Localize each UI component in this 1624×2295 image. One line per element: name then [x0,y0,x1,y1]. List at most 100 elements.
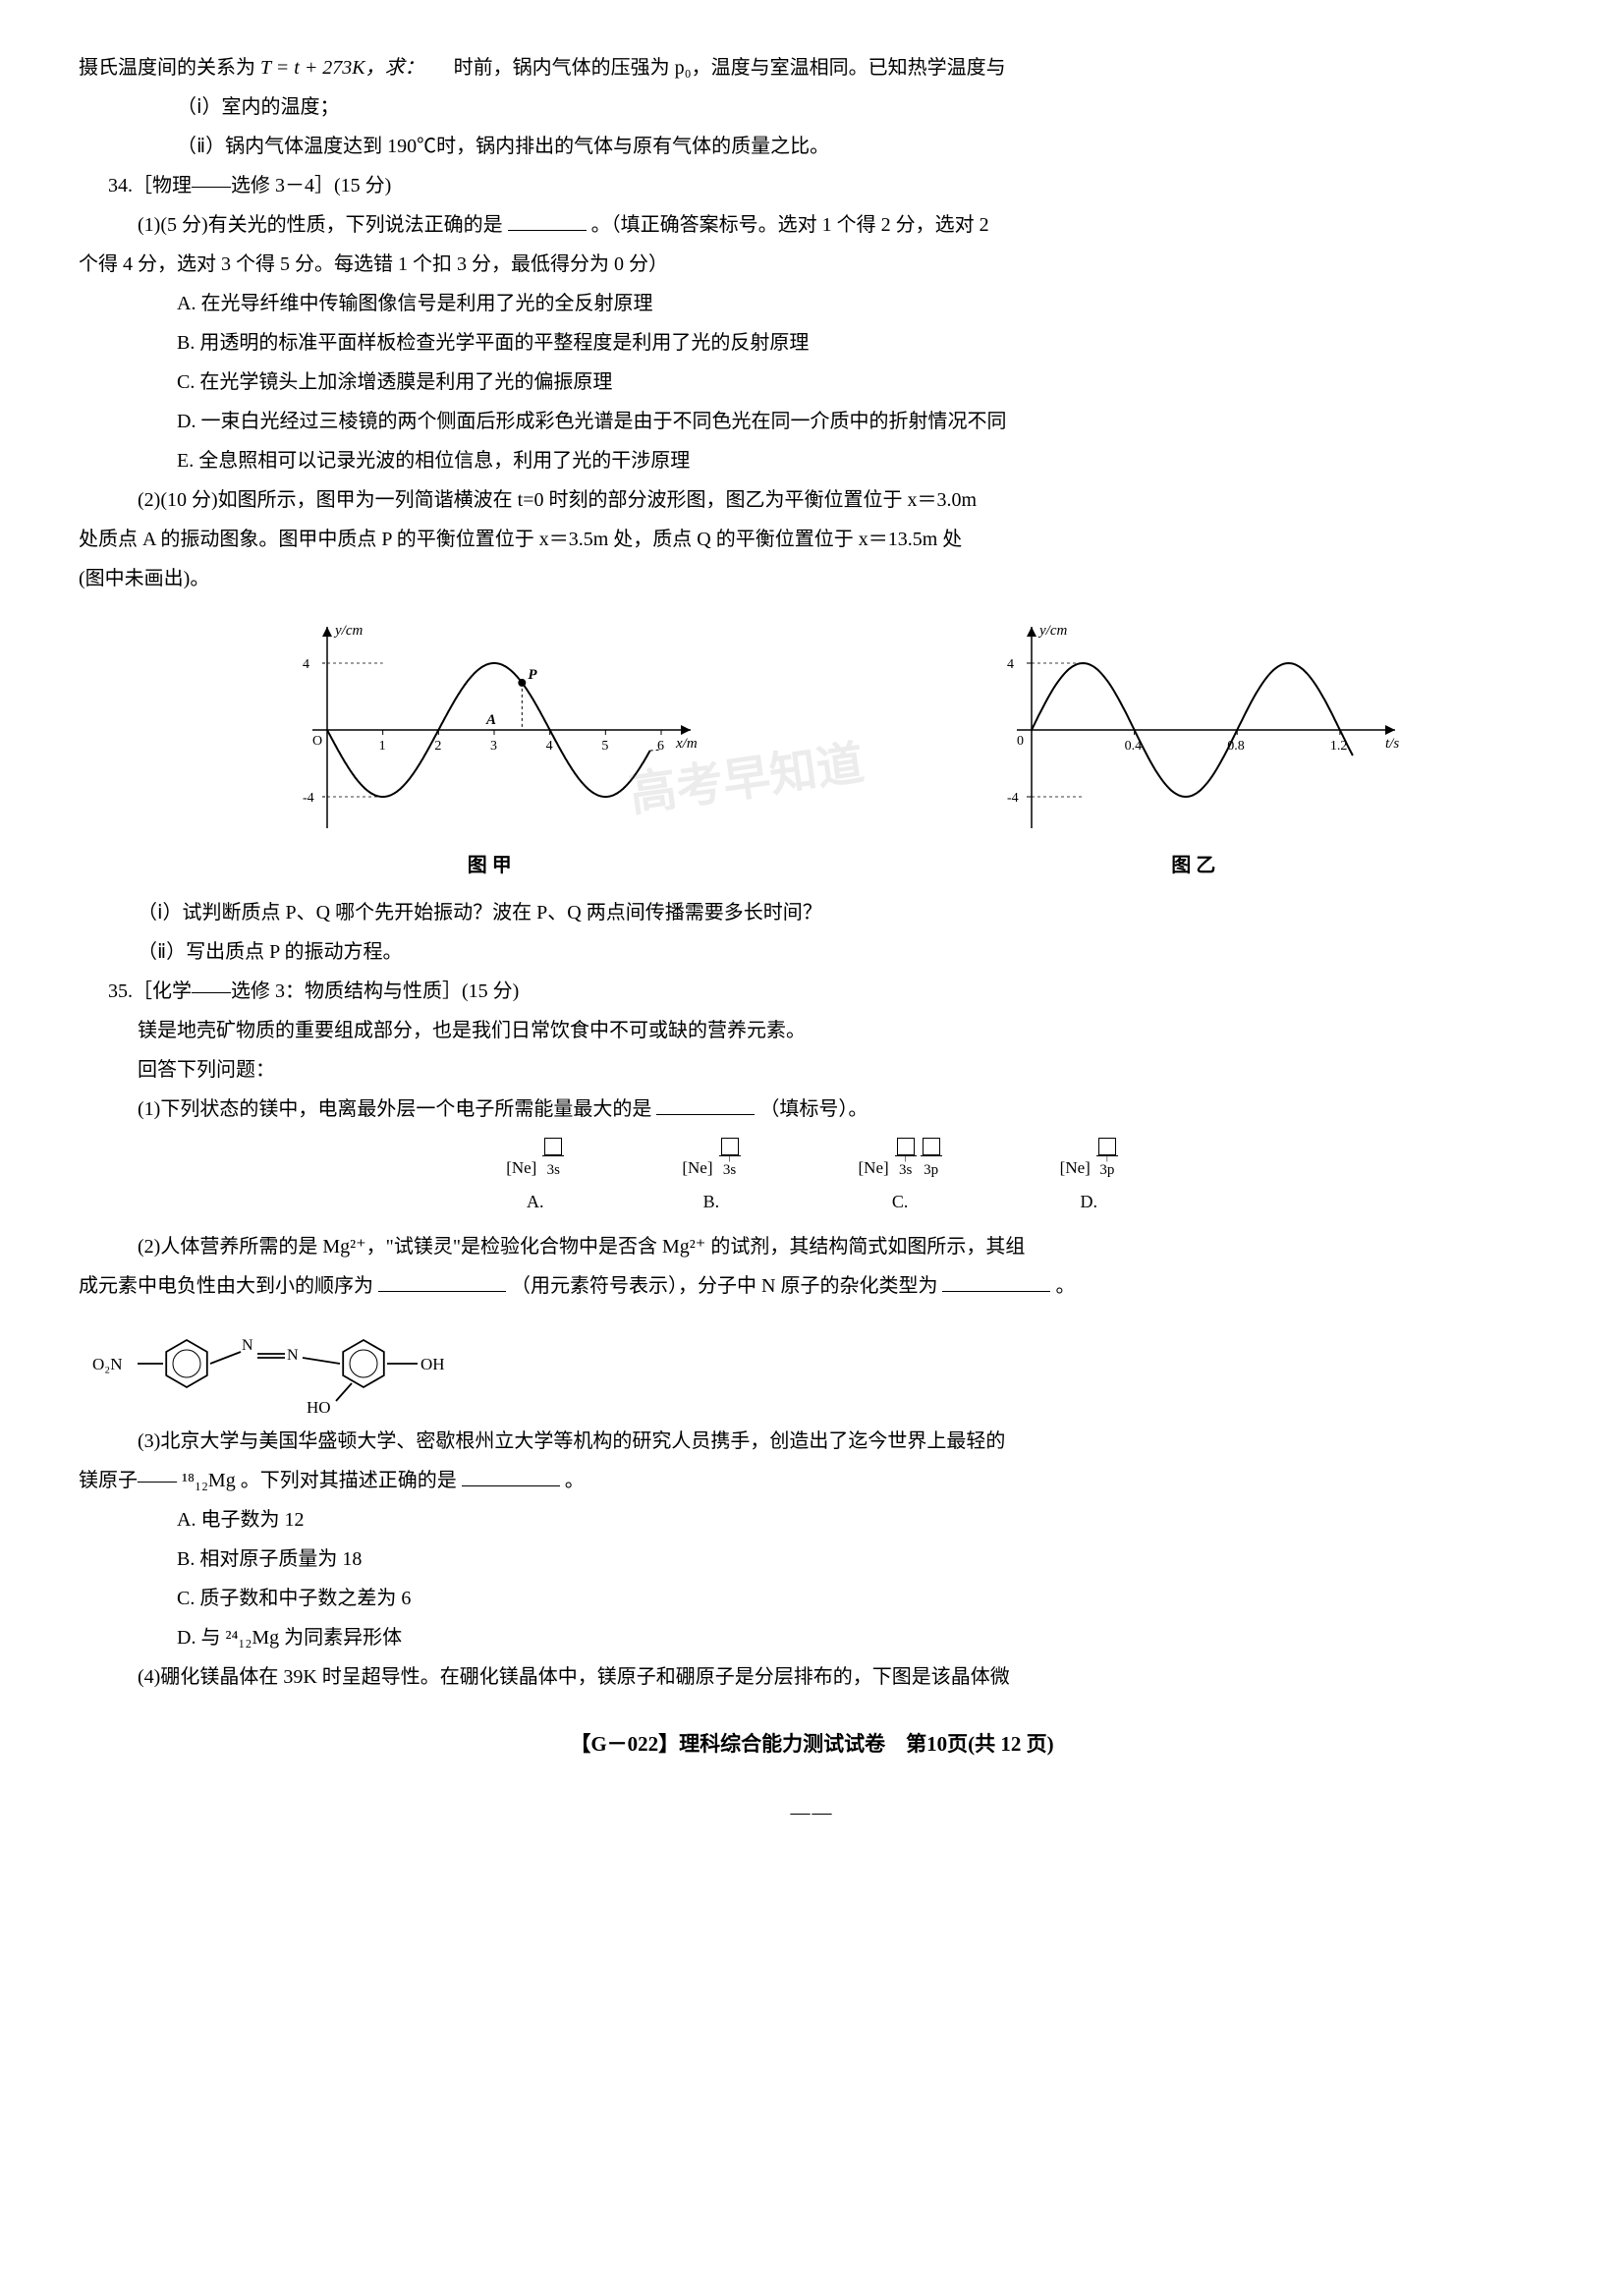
svg-text:-4: -4 [303,791,314,806]
q35-3D-b: 为同素异形体 [284,1627,402,1649]
q34-p2a: (2)(10 分)如图所示，图甲为一列简谐横波在 t=0 时刻的部分波形图，图乙… [79,481,1545,519]
svg-text:N: N [287,1347,299,1364]
q35-p4: (4)硼化镁晶体在 39K 时呈超导性。在硼化镁晶体中，镁原子和硼原子是分层排布… [79,1658,1545,1696]
q34-i: （ⅰ）试判断质点 P、Q 哪个先开始振动？波在 P、Q 两点间传播需要多长时间？ [79,894,1545,931]
svg-text:N: N [242,1337,253,1354]
svg-text:5: 5 [602,739,609,754]
pre-l1b: T = t + 273K，求： [260,57,424,79]
q35-head: 35.［化学——选修 3：物质结构与性质］(15 分) [79,973,1545,1010]
svg-text:1: 1 [379,739,386,754]
svg-text:t/s: t/s [1385,736,1399,752]
q34-optA: A. 在光导纤维中传输图像信号是利用了光的全反射原理 [79,285,1545,322]
q35-p2d: 。 [1055,1275,1075,1297]
svg-text:OH: OH [420,1355,445,1373]
q35-p3b-b: 。下列对其描述正确的是 [241,1470,457,1491]
svg-text:A: A [485,712,496,728]
q35-p2b: 成元素中电负性由大到小的顺序为 [79,1275,373,1297]
q35-intro1: 镁是地壳矿物质的重要组成部分，也是我们日常饮食中不可或缺的营养元素。 [79,1012,1545,1049]
chart-a-caption: 图 甲 [273,847,705,884]
q35-p1b: （填标号）。 [759,1098,868,1120]
config-A: [Ne] 3s A. [506,1138,564,1218]
q35-p3b: 镁原子—— ¹⁸₁₂Mg 。下列对其描述正确的是 。 [79,1462,1545,1499]
q34-optE: E. 全息照相可以记录光波的相位信息，利用了光的干涉原理 [79,442,1545,479]
q35-p3b-a: 镁原子—— [79,1470,177,1491]
svg-text:O: O [312,734,322,749]
q34-optD: D. 一束白光经过三棱镜的两个侧面后形成彩色光谱是由于不同色光在同一介质中的折射… [79,403,1545,440]
q35-3D-a: D. 与 [177,1627,220,1649]
ne-C: [Ne] [859,1152,889,1184]
q34-p1a: (1)(5 分)有关光的性质，下列说法正确的是 [138,214,503,236]
pre-line-2: （ⅰ）室内的温度； [79,88,1545,126]
q34-optC: C. 在光学镜头上加涂增透膜是利用了光的偏振原理 [79,364,1545,401]
q35-3D: D. 与 ²⁴₁₂Mg 为同素异形体 [79,1619,1545,1656]
config-C: [Ne] ↑3s 3p C. [859,1138,942,1218]
config-B-label: B. [703,1185,720,1218]
svg-text:3: 3 [490,739,497,754]
box-icon [923,1138,940,1155]
chart-a-block: y/cmx/mO123456-44PA 图 甲 [273,617,705,884]
chart-b-caption: 图 乙 [978,847,1410,884]
sub-3s: 3s [719,1155,741,1185]
sub-3p: 3p [921,1155,942,1185]
blank [656,1114,755,1115]
box-icon [544,1138,562,1155]
sub-3s: 3s [542,1155,564,1185]
page-footer: 【G－022】理科综合能力测试试卷 第10页(共 12 页) [79,1725,1545,1764]
config-C-label: C. [892,1185,909,1218]
molecule-row: N N O₂N HO OH [79,1315,1545,1413]
config-D-label: D. [1080,1185,1097,1218]
q34-p1-line2: 个得 4 分，选对 3 个得 5 分。每选错 1 个扣 3 分，最低得分为 0 … [79,246,1545,283]
q34-p1-line1: (1)(5 分)有关光的性质，下列说法正确的是 。（填正确答案标号。选对 1 个… [79,206,1545,244]
svg-text:4: 4 [303,657,309,672]
q35-3D-iso: ²⁴₁₂Mg [225,1627,279,1649]
svg-text:0: 0 [1017,734,1024,749]
footer-dash: —— [79,1794,1545,1831]
sub-3p: 3p [1096,1155,1118,1185]
ne-D: [Ne] [1060,1152,1091,1184]
q35-p1a: (1)下列状态的镁中，电离最外层一个电子所需能量最大的是 [138,1098,651,1120]
chart-b-svg: y/cmt/s00.40.81.2-44 [978,617,1410,843]
sub-3s: 3s [895,1155,917,1185]
q34-p2c: (图中未画出)。 [79,560,1545,597]
q35-p3b-iso: ¹⁸₁₂Mg [182,1470,236,1491]
ne-A: [Ne] [506,1152,536,1184]
svg-text:P: P [529,667,538,683]
svg-text:O₂N: O₂N [92,1355,122,1373]
svg-text:4: 4 [546,739,553,754]
q35-3A: A. 电子数为 12 [79,1501,1545,1539]
q35-intro2: 回答下列问题： [79,1051,1545,1089]
q34-optB: B. 用透明的标准平面样板检查光学平面的平整程度是利用了光的反射原理 [79,324,1545,362]
q35-3B: B. 相对原子质量为 18 [79,1540,1545,1578]
config-A-label: A. [527,1185,544,1218]
svg-text:2: 2 [435,739,442,754]
svg-text:-4: -4 [1007,791,1019,806]
pre-l1c: 时前，锅内气体的压强为 p₀，温度与室温相同。已知热学温度与 [454,57,1006,79]
q35-p3a: (3)北京大学与美国华盛顿大学、密歇根州立大学等机构的研究人员携手，创造出了迄今… [79,1423,1545,1460]
q34-p1b: 。（填正确答案标号。选对 1 个得 2 分，选对 2 [591,214,989,236]
box-icon: ↑ [1098,1138,1116,1155]
blank [508,230,587,231]
box-icon: ↑ [721,1138,739,1155]
config-row: [Ne] 3s A. [Ne] ↑3s B. [Ne] ↑3s 3p C. [N… [79,1138,1545,1218]
molecule-svg: N N O₂N HO OH [79,1315,491,1413]
chart-b-block: y/cmt/s00.40.81.2-44 图 乙 [978,617,1410,884]
svg-text:x/m: x/m [675,736,698,752]
box-icon: ↑ [897,1138,915,1155]
svg-text:6: 6 [657,739,664,754]
svg-text:4: 4 [1007,657,1014,672]
charts-row: 高考早知道 y/cmx/mO123456-44PA 图 甲 y/cmt/s00.… [138,617,1545,884]
blank [378,1291,506,1292]
svg-text:HO: HO [307,1398,331,1413]
svg-text:y/cm: y/cm [1037,623,1067,639]
pre-line-1: 摄氏温度间的关系为 T = t + 273K，求： 时前，锅内气体的压强为 p₀… [79,49,1545,86]
config-D: [Ne] ↑3p D. [1060,1138,1118,1218]
pre-l1a: 摄氏温度间的关系为 [79,57,255,79]
q34-ii: （ⅱ）写出质点 P 的振动方程。 [79,933,1545,971]
ne-B: [Ne] [682,1152,712,1184]
q35-p2c: （用元素符号表示），分子中 N 原子的杂化类型为 [511,1275,937,1297]
q34-p2b: 处质点 A 的振动图象。图甲中质点 P 的平衡位置位于 x＝3.5m 处，质点 … [79,521,1545,558]
q35-3C: C. 质子数和中子数之差为 6 [79,1580,1545,1617]
q35-p3b-c: 。 [565,1470,585,1491]
config-B: [Ne] ↑3s B. [682,1138,740,1218]
q35-p1: (1)下列状态的镁中，电离最外层一个电子所需能量最大的是 （填标号）。 [79,1091,1545,1128]
